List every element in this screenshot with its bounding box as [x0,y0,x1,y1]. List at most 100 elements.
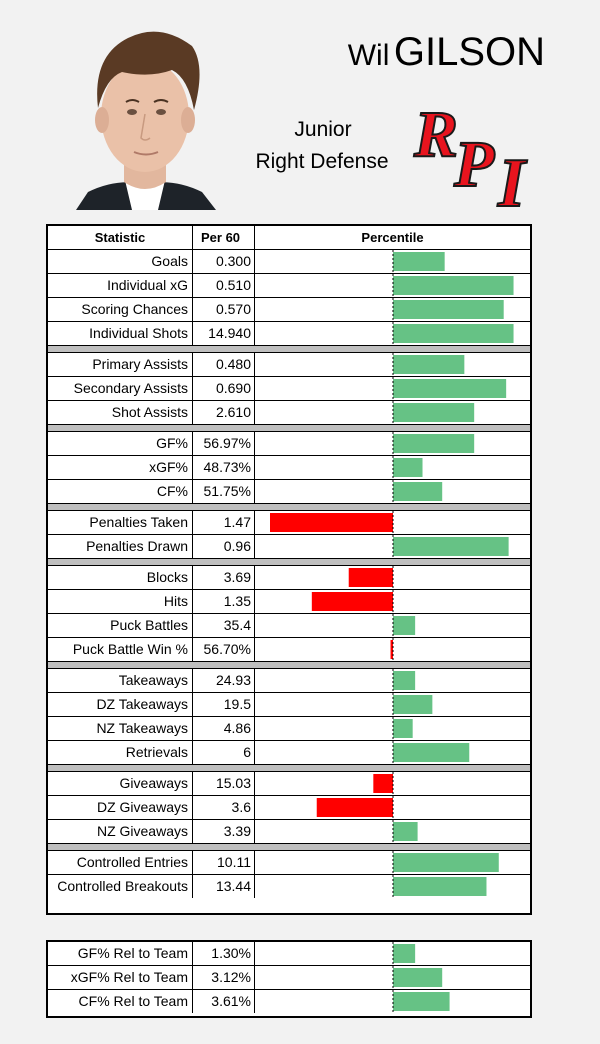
group-separator [48,844,530,851]
percentile-bar [393,695,433,714]
stat-label: Secondary Assists [48,377,193,400]
percentile-bar-chart [392,274,514,297]
per-60-value: 51.75% [193,480,255,503]
per-60-value: 14.940 [193,322,255,345]
group-separator [48,346,530,353]
player-position: Right Defense [255,150,389,173]
per-60-value: 0.480 [193,353,255,376]
group-separator [48,559,530,566]
table-row: DZ Giveaways 3.6 [48,796,530,820]
table-row: Penalties Drawn 0.96 [48,535,530,559]
table-row: xGF% Rel to Team 3.12% [48,966,530,990]
per-60-value: 3.6 [193,796,255,819]
header-statistic: Statistic [48,226,193,249]
stat-label: NZ Giveaways [48,820,193,843]
percentile-bar-chart [392,250,445,273]
table-row: Blocks 3.69 [48,566,530,590]
player-name: Wil GILSON [300,30,545,75]
percentile-bar-chart [392,820,418,843]
per-60-value: 1.35 [193,590,255,613]
stat-label: Individual Shots [48,322,193,345]
stat-label: Blocks [48,566,193,589]
player-photo [66,16,224,210]
stat-label: Shot Assists [48,401,193,424]
percentile-cell [255,511,530,534]
percentile-bar-chart [392,990,450,1013]
stat-label: DZ Giveaways [48,796,193,819]
percentile-bar-chart [392,298,504,321]
stat-label: Controlled Breakouts [48,875,193,898]
table-row: GF% 56.97% [48,432,530,456]
per-60-value: 35.4 [193,614,255,637]
stat-label: Puck Battles [48,614,193,637]
percentile-bar-chart [392,432,475,455]
percentile-bar-chart [392,693,433,716]
percentile-bar-chart [392,942,416,965]
percentile-bar [390,640,393,659]
table-header: Statistic Per 60 Percentile [48,226,530,250]
header-percentile: Percentile [361,230,424,245]
stats-table: Statistic Per 60 Percentile Goals 0.300 Indiv… [46,224,532,915]
stat-label: NZ Takeaways [48,717,193,740]
percentile-bar-chart [392,966,443,989]
percentile-bar [393,403,475,422]
per-60-value: 1.47 [193,511,255,534]
stat-label: xGF% Rel to Team [48,966,193,989]
table-row: Puck Battle Win % 56.70% [48,638,530,662]
percentile-cell [255,401,530,424]
percentile-cell [255,535,530,558]
table-row: DZ Takeaways 19.5 [48,693,530,717]
percentile-cell [255,990,530,1013]
stat-label: Goals [48,250,193,273]
player-year: Junior [294,118,352,141]
per-60-value: 4.86 [193,717,255,740]
table-row: Secondary Assists 0.690 [48,377,530,401]
per-60-value: 56.97% [193,432,255,455]
stat-label: GF% Rel to Team [48,942,193,965]
percentile-bar-chart [392,401,475,424]
header-per-60: Per 60 [193,226,255,249]
percentile-bar [393,276,514,295]
table-row: GF% Rel to Team 1.30% [48,942,530,966]
group-separator [48,504,530,511]
stat-label: Takeaways [48,669,193,692]
per-60-value: 1.30% [193,942,255,965]
stat-label: Individual xG [48,274,193,297]
per-60-value: 3.39 [193,820,255,843]
percentile-bar [393,671,416,690]
percentile-bar-chart [392,353,465,376]
stat-label: xGF% [48,456,193,479]
stat-label: Retrievals [48,741,193,764]
stat-label: Hits [48,590,193,613]
percentile-bar [393,458,423,477]
logo-letter-r: R [413,98,458,171]
percentile-bar [348,568,393,587]
percentile-cell [255,966,530,989]
percentile-bar-chart [392,456,423,479]
per-60-value: 0.510 [193,274,255,297]
percentile-bar-chart [392,741,470,764]
per-60-value: 13.44 [193,875,255,898]
table-row: Shot Assists 2.610 [48,401,530,425]
per-60-value: 2.610 [193,401,255,424]
stat-label: Scoring Chances [48,298,193,321]
percentile-bar [393,822,418,841]
percentile-cell [255,377,530,400]
per-60-value: 3.12% [193,966,255,989]
percentile-bar [393,252,445,271]
percentile-cell [255,741,530,764]
table-row: Puck Battles 35.4 [48,614,530,638]
per-60-value: 0.96 [193,535,255,558]
per-60-value: 0.300 [193,250,255,273]
percentile-bar [393,537,509,556]
percentile-bar-chart [392,614,416,637]
table-row: CF% 51.75% [48,480,530,504]
percentile-bar [316,798,393,817]
percentile-cell [255,480,530,503]
percentile-bar-chart [392,322,514,345]
percentile-cell [255,820,530,843]
percentile-bar-chart [392,377,507,400]
relative-stats-table: GF% Rel to Team 1.30% xGF% Rel to Team 3.12… [46,940,532,1018]
percentile-bar [393,968,443,987]
percentile-cell [255,250,530,273]
